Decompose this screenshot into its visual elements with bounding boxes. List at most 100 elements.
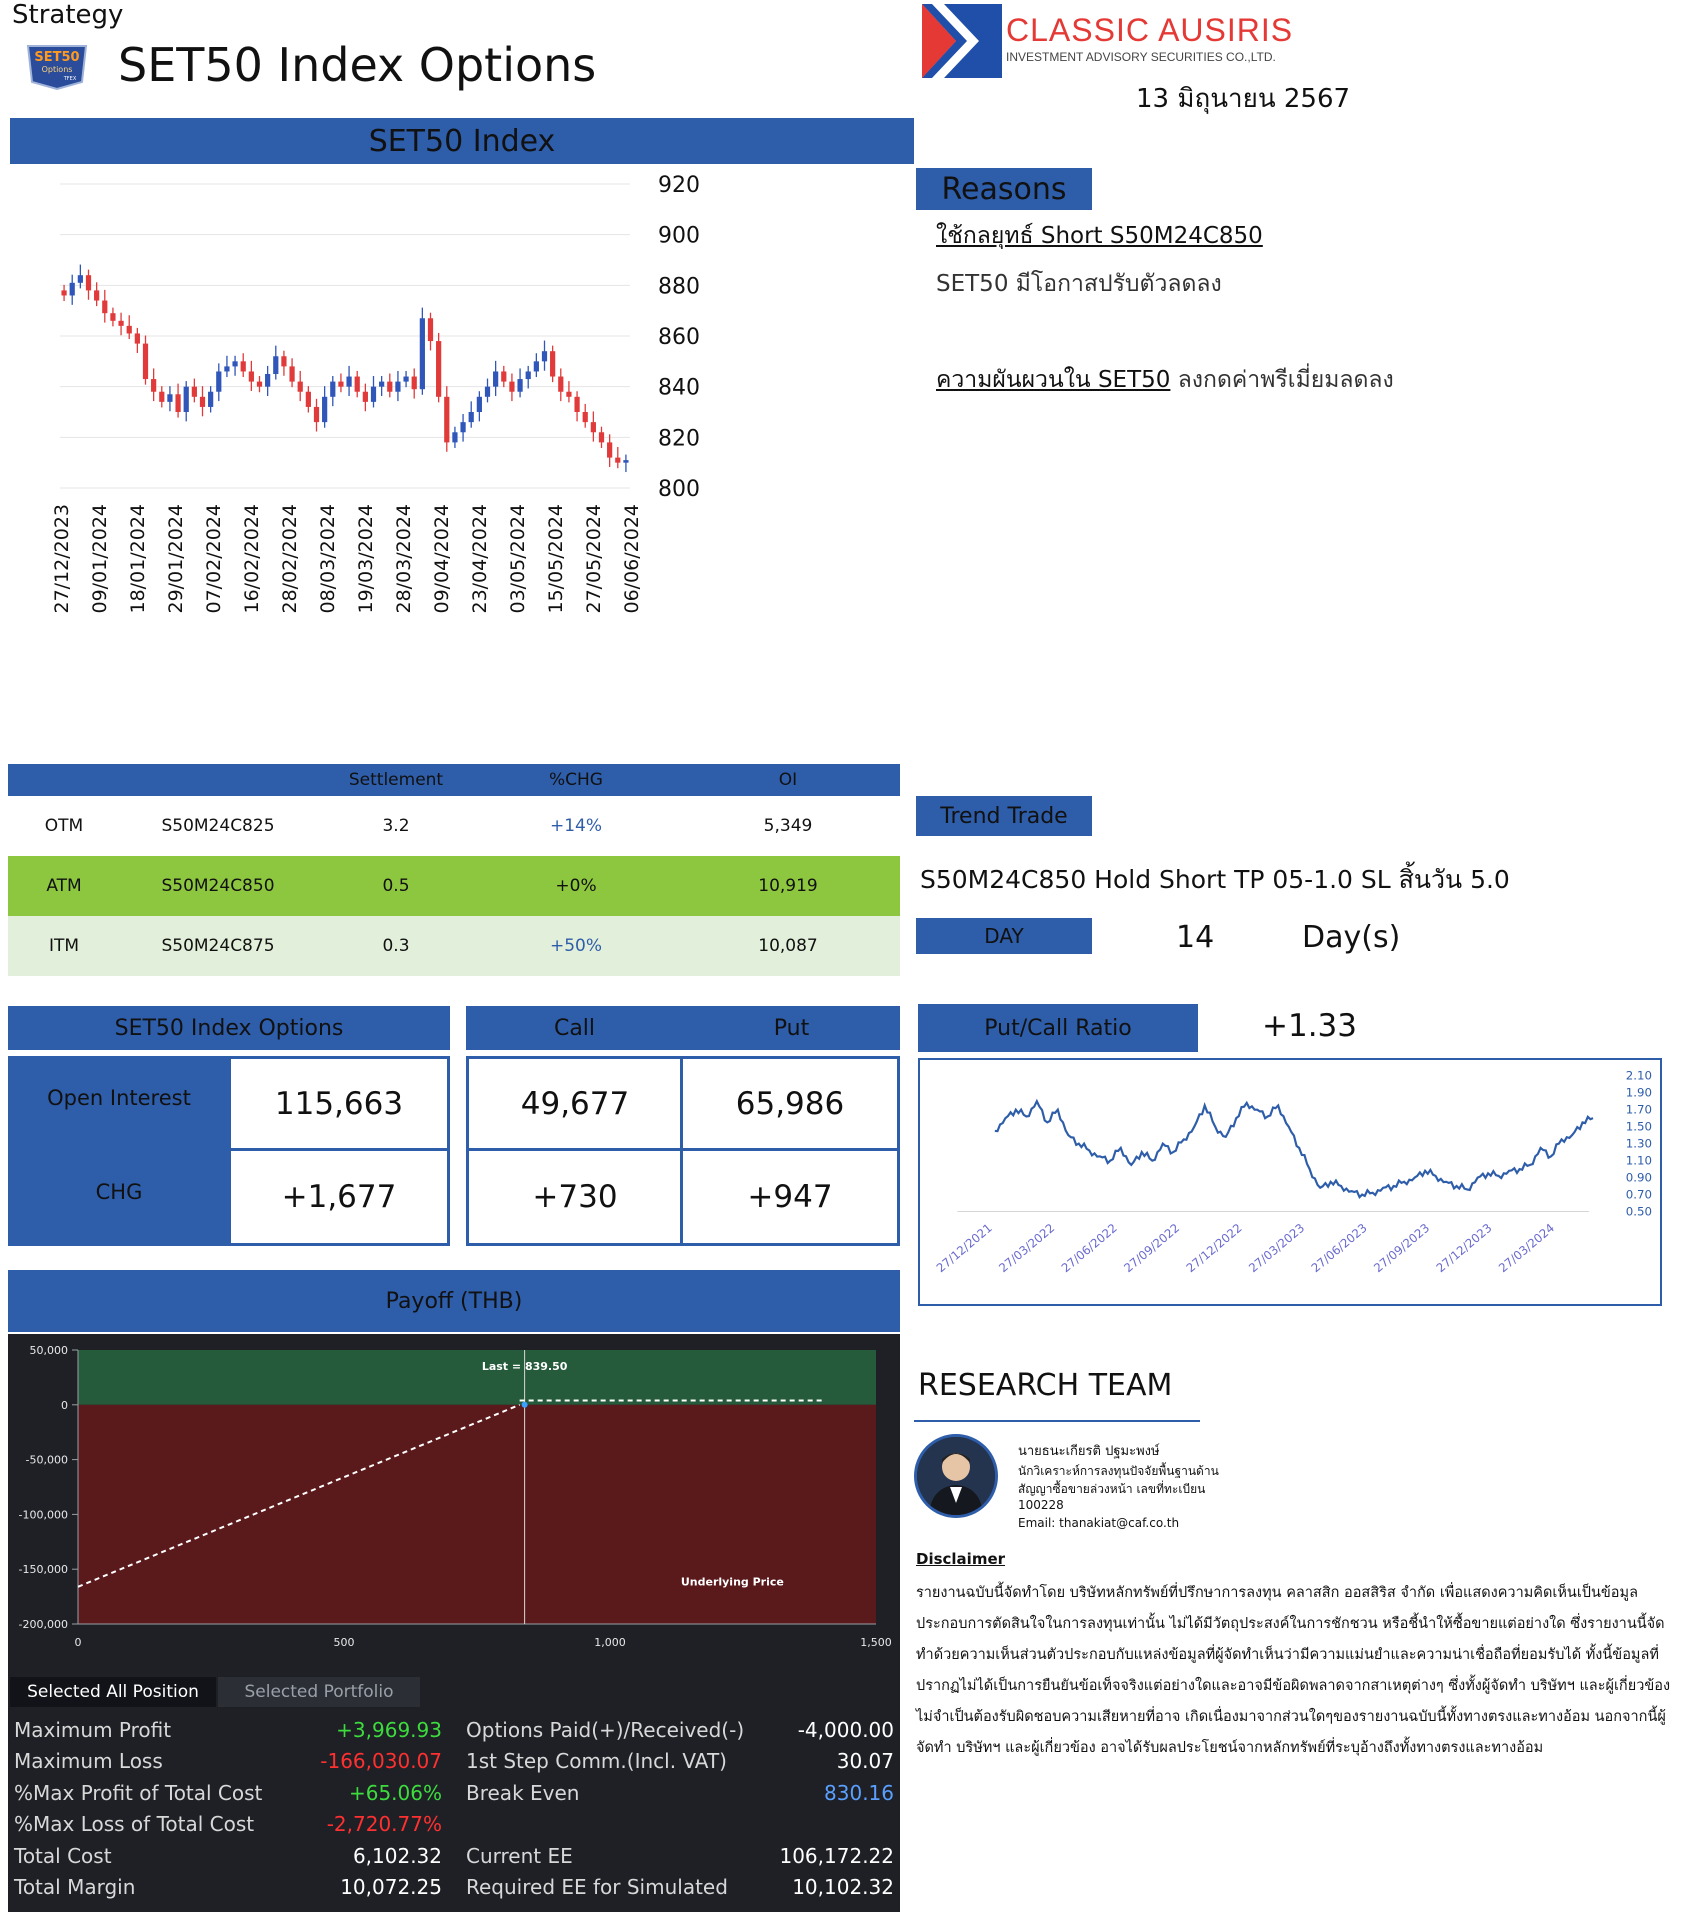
candle-body: [427, 318, 434, 342]
row-series: S50M24C825: [161, 816, 275, 836]
x-tick-label: 19/03/2024: [355, 504, 377, 614]
disclaimer-title: Disclaimer: [916, 1550, 1006, 1568]
candle-body: [151, 379, 157, 392]
stat-value: -166,030.07: [320, 1749, 442, 1773]
y-tick-label: 50,000: [30, 1344, 69, 1357]
candle-body: [493, 371, 499, 387]
trend-trade-header: Trend Trade: [916, 796, 1092, 836]
payoff-stats: Maximum Profit +3,969.93 Maximum Loss -166,…: [8, 1712, 900, 1912]
candle-body: [240, 361, 246, 372]
svg-text:Options: Options: [42, 65, 73, 74]
candle-body: [436, 341, 442, 397]
row-type: ITM: [48, 936, 80, 956]
analyst-reg-no: 100228: [1018, 1498, 1064, 1512]
candle-body: [224, 366, 230, 372]
stat-value: 830.16: [824, 1780, 894, 1805]
table-row: ITM S50M24C875 0.3 +50% 10,087: [8, 916, 900, 976]
report-date: 13 มิถุนายน 2567: [1136, 84, 1351, 114]
candle-body: [159, 391, 165, 402]
candle-body: [566, 391, 572, 397]
candle-body: [370, 386, 377, 402]
table-row: OTM S50M24C825 3.2 +14% 5,349: [8, 796, 900, 856]
stat-value: 10,102.32: [792, 1875, 894, 1899]
last-price-marker: [521, 1401, 528, 1408]
set50-options-logo: SET50 Options TFEX: [26, 45, 88, 90]
page-title: SET50 Index Options: [118, 38, 597, 92]
stat-value: +65.06%: [348, 1780, 442, 1805]
y-tick-label: -100,000: [19, 1508, 68, 1521]
candle-body: [94, 290, 100, 301]
tab-selected-all-position[interactable]: Selected All Position: [10, 1677, 216, 1707]
trend-trade-text: S50M24C850 Hold Short TP 05-1.0 SL สิ้นว…: [920, 865, 1510, 894]
candle-body: [199, 396, 206, 407]
call-chg-value: +730: [466, 1148, 684, 1246]
x-tick-label: 27/09/2023: [1371, 1221, 1432, 1275]
x-tick-label: 27/05/2024: [583, 504, 605, 614]
x-tick-label: 03/05/2024: [507, 504, 529, 614]
stat-label: Total Cost: [14, 1843, 112, 1868]
payoff-line-loss: [77, 1403, 521, 1588]
y-tick-label: 860: [658, 325, 700, 350]
x-tick-label: 07/02/2024: [203, 504, 225, 614]
row-oi: 10,919: [758, 876, 818, 896]
y-tick-label: -150,000: [19, 1563, 68, 1576]
y-tick-label: 0.70: [1626, 1187, 1652, 1201]
stat-label: Required EE for Simulated: [466, 1875, 728, 1899]
y-tick-label: 820: [658, 426, 700, 451]
left-stat-row: %Max Loss of Total Cost -2,720.77%: [8, 1809, 900, 1840]
x-tick-label: 28/02/2024: [279, 504, 301, 614]
candle-body: [501, 371, 507, 382]
row-type: OTM: [44, 816, 84, 836]
x-tick-label: 18/01/2024: [127, 504, 149, 614]
stat-value: 6,102.32: [352, 1843, 442, 1868]
candle-body: [265, 374, 271, 387]
candle-body: [216, 371, 222, 392]
candle-body: [517, 379, 523, 392]
row-chg: +14%: [549, 816, 603, 836]
candle-body: [460, 422, 466, 433]
x-tick-label: 27/12/2023: [51, 504, 73, 614]
call-header: Call: [553, 1015, 596, 1041]
table-row: ATM S50M24C850 0.5 +0% 10,919: [8, 856, 900, 916]
stat-label: Break Even: [466, 1780, 580, 1805]
research-team-title: RESEARCH TEAM: [918, 1368, 1173, 1403]
y-tick-label: 0.90: [1626, 1171, 1652, 1185]
x-tick-label: 27/03/2022: [996, 1221, 1057, 1275]
candle-body: [61, 290, 67, 296]
candle-body: [598, 432, 605, 443]
disclaimer-text: รายงานฉบับนี้จัดทำโดย บริษัทหลักทรัพย์ที…: [916, 1585, 1671, 1756]
row-type: ATM: [46, 876, 82, 896]
pcr-value: +1.33: [1262, 1008, 1357, 1044]
stat-label: 1st Step Comm.(Incl. VAT): [466, 1749, 727, 1773]
y-tick-label: -200,000: [19, 1618, 68, 1631]
analyst-role-2: สัญญาซื้อขายล่วงหน้า เลขที่ทะเบียน: [1018, 1482, 1206, 1496]
col-oi: OI: [778, 770, 798, 790]
research-divider: [914, 1420, 1200, 1422]
reason-strategy: ใช้กลยุทธ์ Short S50M24C850: [936, 223, 1263, 249]
payoff-panel: 50,000 0 -50,000 -100,000 -150,000 -200,000 0 5…: [8, 1334, 900, 1912]
row-chg: +50%: [549, 936, 603, 956]
candle-body: [419, 318, 425, 390]
y-tick-label: 0.50: [1626, 1204, 1652, 1218]
left-stat-row: Maximum Profit +3,969.93: [8, 1714, 900, 1745]
x-tick-label: 28/03/2024: [393, 504, 415, 614]
stat-label: %Max Profit of Total Cost: [14, 1780, 263, 1805]
x-tick-label: 0: [75, 1636, 82, 1649]
candle-body: [85, 275, 92, 291]
candle-body: [77, 275, 83, 283]
candle-body: [248, 371, 254, 382]
x-tick-label: 27/12/2023: [1434, 1221, 1495, 1275]
svg-text:SET50: SET50: [34, 50, 79, 65]
put-header: Put: [773, 1015, 810, 1041]
candle-body: [476, 396, 482, 412]
call-put-header: Call Put: [466, 1006, 900, 1050]
candle-body: [403, 376, 409, 382]
candle-body: [289, 366, 295, 382]
y-tick-label: 900: [658, 224, 700, 249]
candle-body: [297, 381, 303, 392]
payoff-header: Payoff (THB): [8, 1270, 900, 1332]
x-tick-label: 27/06/2022: [1059, 1221, 1120, 1275]
day-header: DAY: [916, 918, 1092, 954]
x-tick-label: 27/12/2022: [1184, 1221, 1245, 1275]
tab-selected-portfolio[interactable]: Selected Portfolio: [218, 1677, 420, 1707]
